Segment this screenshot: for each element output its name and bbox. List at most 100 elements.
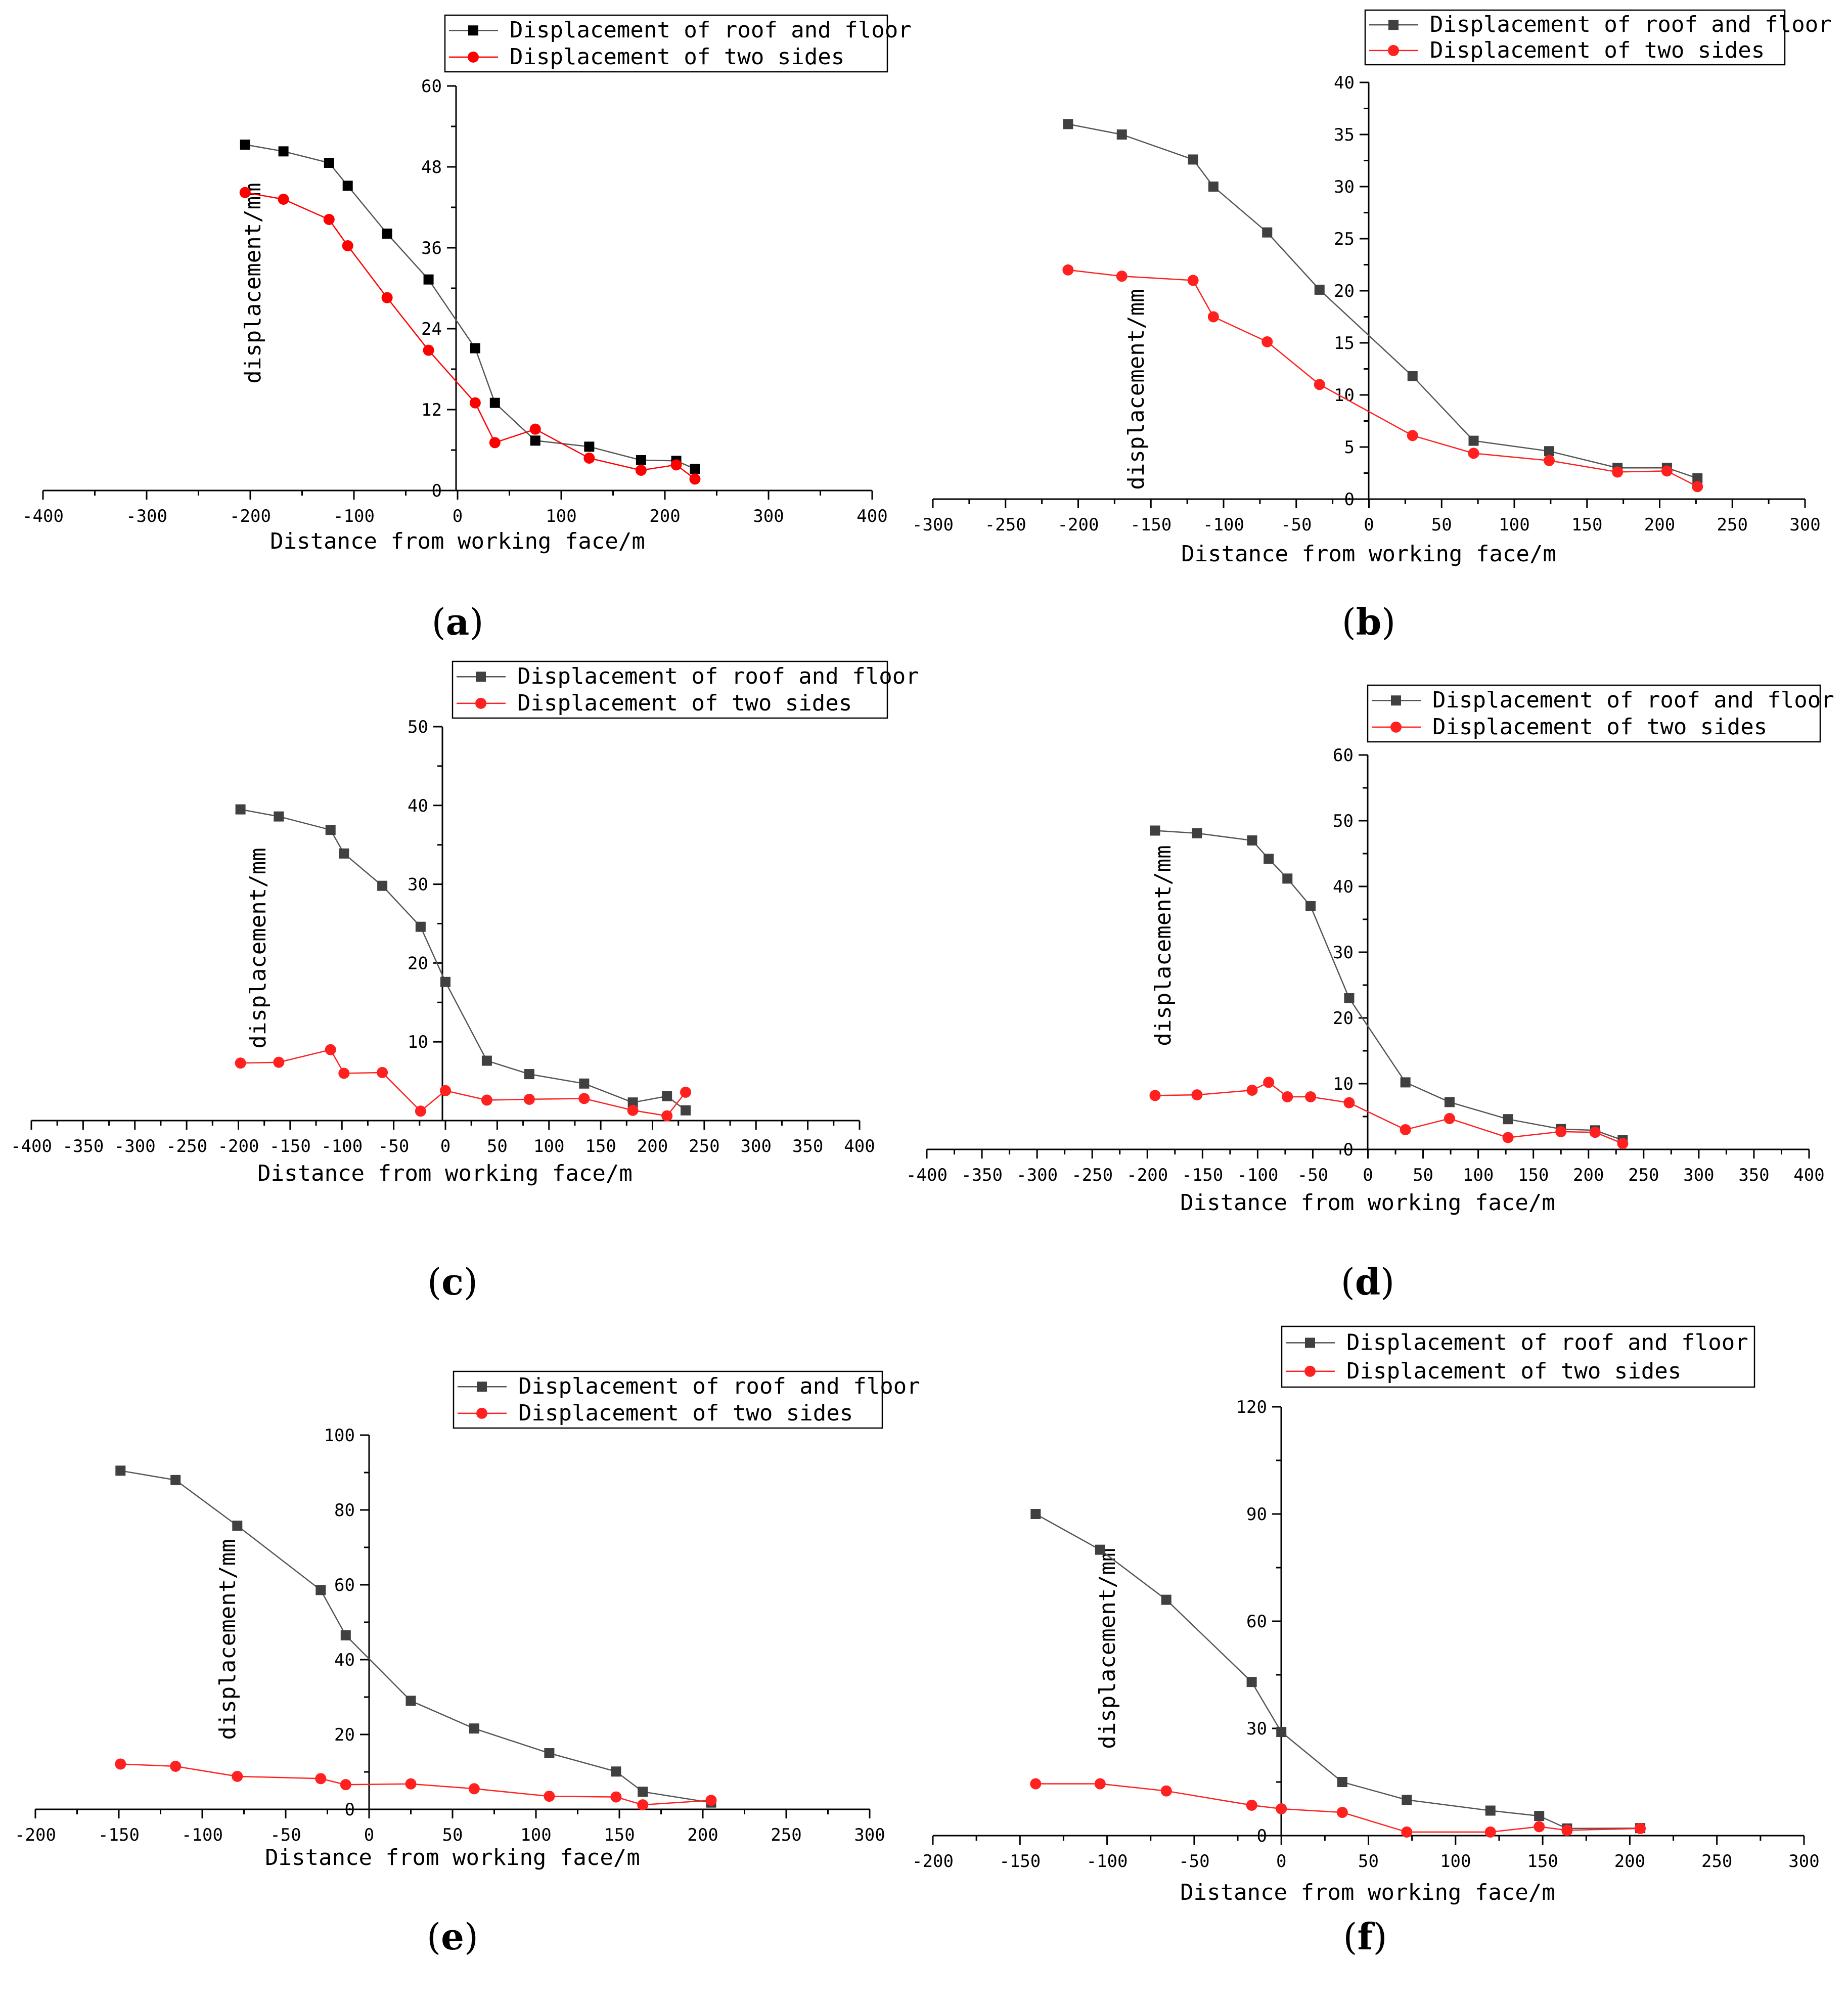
legend-marker-square	[476, 672, 486, 682]
legend-box	[444, 14, 888, 73]
legend-marker-square	[468, 25, 478, 36]
data-point-roof-floor	[405, 1696, 416, 1706]
x-tick-label: 200	[649, 506, 680, 526]
data-point-two-sides	[340, 1779, 351, 1791]
panel-caption: (a)	[432, 600, 484, 643]
y-tick-label: 50	[1333, 811, 1354, 831]
data-point-roof-floor	[636, 455, 646, 465]
x-tick-label: 300	[753, 506, 784, 526]
data-point-roof-floor	[524, 1069, 534, 1080]
legend: Displacement of roof and floorDisplaceme…	[452, 660, 919, 719]
y-tick-label: 0	[1343, 1140, 1354, 1160]
y-tick-label: 40	[408, 796, 428, 816]
data-point-roof-floor	[470, 343, 480, 353]
data-point-two-sides	[1246, 1085, 1258, 1096]
y-tick-label: 48	[421, 157, 442, 177]
y-tick-label: 5	[1344, 437, 1355, 458]
series-line-roof-floor	[1068, 123, 1698, 479]
y-axis-label: displacement/mm	[245, 848, 271, 1048]
y-tick-label: 0	[432, 481, 442, 501]
data-point-two-sides	[315, 1773, 327, 1785]
data-point-roof-floor	[579, 1078, 590, 1089]
y-tick-label: 40	[1334, 73, 1355, 93]
x-tick-label: 350	[792, 1136, 823, 1156]
legend-marker-circle	[475, 697, 486, 709]
data-point-two-sides	[1400, 1124, 1411, 1135]
x-tick-label: 150	[1527, 1851, 1558, 1872]
data-point-roof-floor	[324, 158, 334, 168]
x-tick-label: 300	[741, 1136, 772, 1156]
data-point-two-sides	[523, 1093, 535, 1105]
data-point-two-sides	[423, 344, 434, 356]
x-tick-label: -50	[1297, 1165, 1328, 1185]
data-point-roof-floor	[1188, 154, 1198, 165]
y-tick-label: 80	[334, 1500, 355, 1521]
x-tick-label: -300	[912, 515, 954, 535]
data-point-two-sides	[1314, 379, 1325, 390]
data-point-roof-floor	[440, 976, 450, 987]
legend-box	[452, 660, 888, 719]
y-tick-label: 30	[1246, 1719, 1267, 1739]
y-tick-label: 20	[1333, 1008, 1354, 1029]
y-tick-label: 0	[345, 1800, 355, 1820]
x-tick-label: -50	[378, 1136, 409, 1156]
data-point-roof-floor	[1344, 993, 1355, 1003]
data-point-two-sides	[661, 1110, 673, 1122]
data-point-two-sides	[627, 1104, 639, 1116]
data-point-two-sides	[170, 1760, 182, 1772]
data-point-roof-floor	[423, 274, 434, 285]
x-tick-label: 0	[364, 1825, 374, 1845]
x-tick-label: 300	[1683, 1165, 1714, 1185]
x-tick-label: 100	[1440, 1851, 1471, 1872]
legend-label: Displacement of two sides	[518, 1400, 853, 1426]
x-tick-label: -200	[15, 1825, 56, 1845]
x-tick-label: 150	[1571, 515, 1602, 535]
chart-panel-d: -400 -350 -300 -250 -200 -150 -100 -50 0 50 100 150…	[906, 684, 1834, 1303]
x-tick-label: -50	[1281, 515, 1312, 535]
x-tick-label: -200	[912, 1851, 954, 1872]
data-point-roof-floor	[1544, 446, 1554, 457]
x-tick-label: -50	[270, 1825, 301, 1845]
data-point-two-sides	[705, 1795, 717, 1806]
y-tick-label: 10	[1333, 1074, 1354, 1094]
y-axis-label: displacement/mm	[240, 183, 266, 383]
y-tick-label: 60	[1246, 1612, 1267, 1632]
data-point-roof-floor	[662, 1091, 672, 1101]
data-point-two-sides	[405, 1778, 417, 1790]
data-point-roof-floor	[1161, 1594, 1171, 1605]
x-tick-label: 200	[687, 1825, 718, 1845]
data-point-two-sides	[468, 1783, 480, 1795]
data-point-two-sides	[637, 1799, 649, 1811]
x-tick-label: 50	[1413, 1165, 1433, 1185]
data-point-roof-floor	[1264, 854, 1274, 864]
data-point-roof-floor	[1503, 1114, 1513, 1125]
x-tick-label: 0	[1276, 1851, 1286, 1872]
y-tick-label: 15	[1334, 333, 1355, 353]
data-point-two-sides	[1401, 1826, 1413, 1838]
data-point-roof-floor	[1337, 1777, 1347, 1787]
data-point-roof-floor	[584, 441, 595, 452]
panel-caption: (d)	[1341, 1260, 1395, 1303]
y-tick-label: 0	[1257, 1826, 1267, 1846]
data-point-roof-floor	[1192, 828, 1202, 838]
data-point-two-sides	[1207, 311, 1219, 323]
data-point-two-sides	[342, 240, 353, 251]
x-tick-label: 50	[1431, 515, 1452, 535]
data-point-two-sides	[1246, 1799, 1257, 1811]
x-axis-label: Distance from working face/m	[1180, 1880, 1555, 1905]
legend-label: Displacement of roof and floor	[510, 17, 912, 43]
x-tick-label: -400	[22, 506, 64, 526]
legend-label: Displacement of two sides	[1432, 714, 1767, 740]
x-tick-label: -50	[1179, 1851, 1209, 1872]
data-point-two-sides	[1062, 264, 1074, 276]
series-line-roof-floor	[120, 1470, 711, 1803]
data-point-two-sides	[1502, 1132, 1514, 1143]
y-tick-label: 30	[1334, 177, 1355, 197]
data-point-two-sides	[578, 1093, 590, 1104]
data-point-two-sides	[1612, 466, 1624, 478]
data-point-roof-floor	[1444, 1097, 1455, 1107]
y-tick-label: 40	[1333, 877, 1354, 897]
data-point-two-sides	[1263, 1077, 1275, 1088]
y-tick-label: 12	[421, 400, 442, 420]
data-point-roof-floor	[1400, 1077, 1411, 1088]
